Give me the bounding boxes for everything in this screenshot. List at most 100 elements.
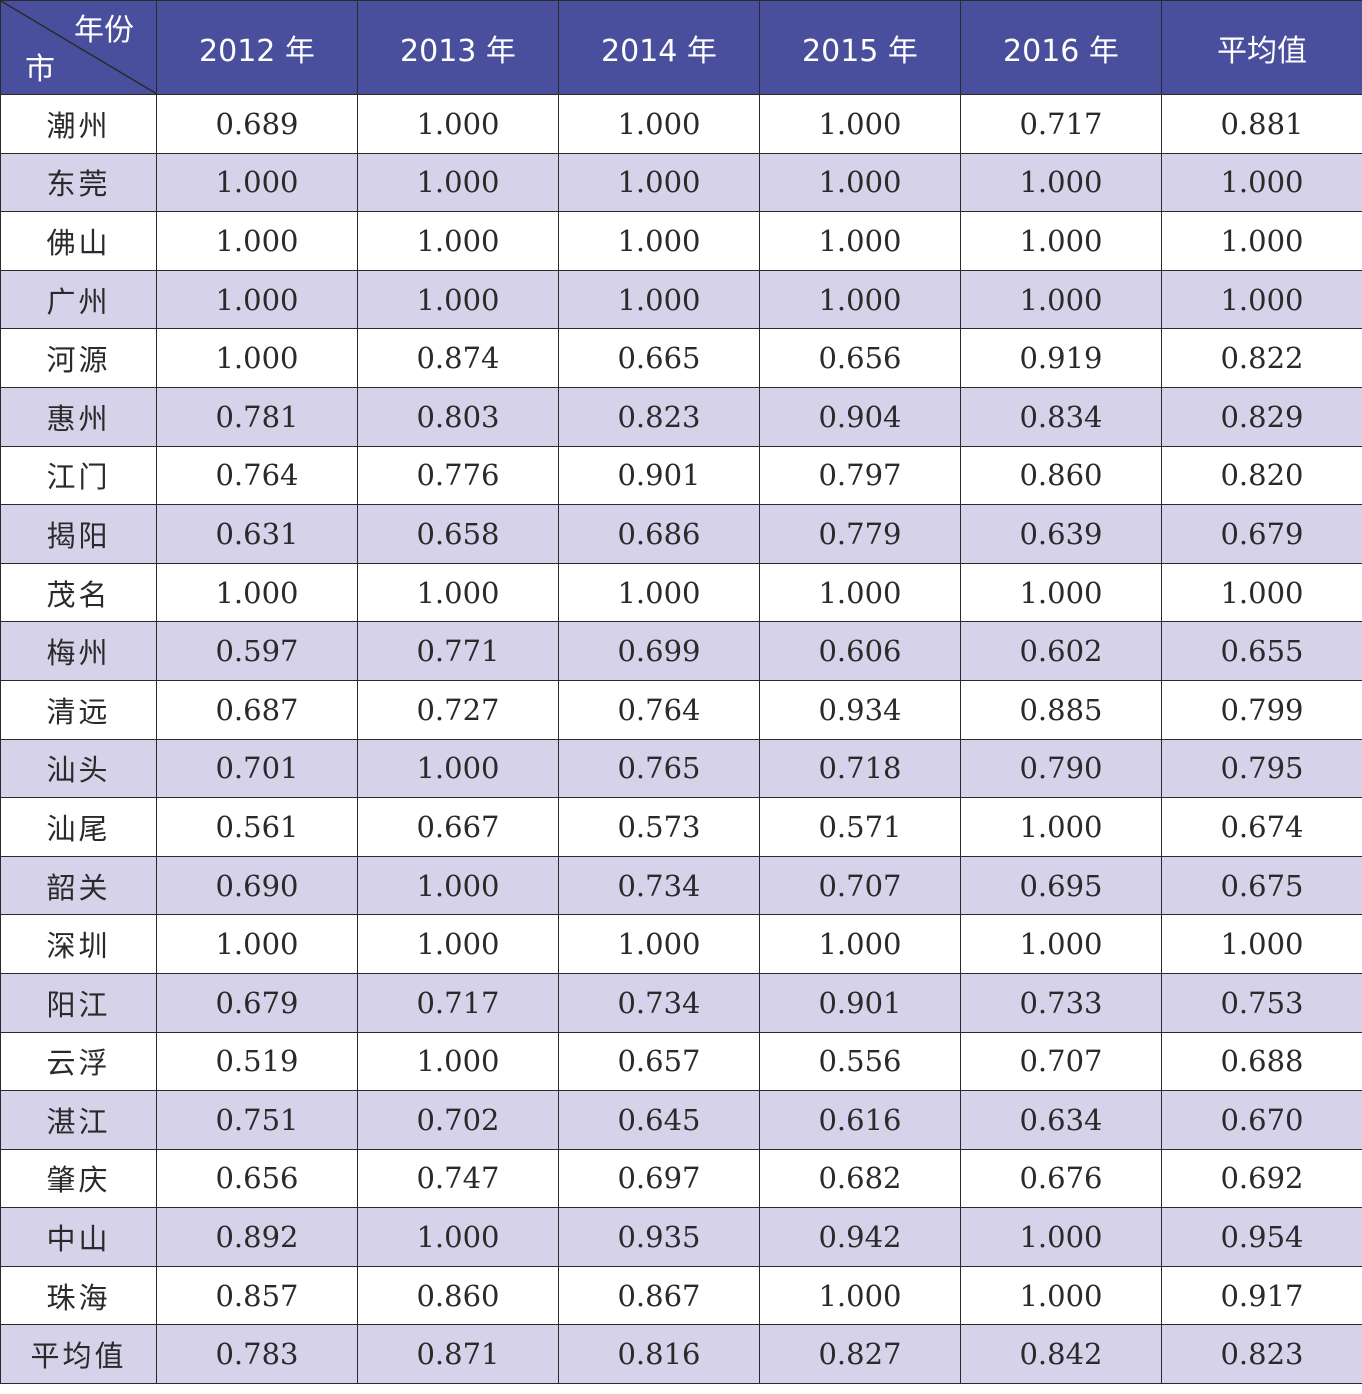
value-cell: 0.799: [1161, 679, 1362, 740]
value-cell: 0.616: [759, 1090, 961, 1150]
value-cell: 0.727: [357, 679, 559, 740]
value-cell: 0.765: [558, 738, 760, 799]
table-row: 平均值 0.783 0.871 0.816 0.827 0.842 0.823: [0, 1324, 1362, 1385]
value-cell: 0.885: [960, 679, 1162, 740]
value-cell: 0.707: [960, 1031, 1162, 1092]
value-cell: 0.690: [156, 855, 358, 916]
value-cell: 0.676: [960, 1148, 1162, 1209]
city-cell: 汕尾: [0, 797, 157, 857]
value-cell: 0.699: [558, 621, 760, 681]
table-row: 潮州 0.689 1.000 1.000 1.000 0.717 0.881: [0, 94, 1362, 154]
city-cell: 肇庆: [0, 1148, 157, 1209]
value-cell: 0.631: [156, 504, 358, 564]
value-cell: 0.602: [960, 621, 1162, 681]
column-header: 平均值: [1161, 0, 1362, 95]
city-cell: 珠海: [0, 1265, 157, 1326]
value-cell: 1.000: [1161, 914, 1362, 974]
value-cell: 1.000: [558, 94, 760, 154]
value-cell: 0.657: [558, 1031, 760, 1092]
value-cell: 0.697: [558, 1148, 760, 1209]
value-cell: 0.707: [759, 855, 961, 916]
value-cell: 0.519: [156, 1031, 358, 1092]
table-row: 江门 0.764 0.776 0.901 0.797 0.860 0.820: [0, 445, 1362, 506]
value-cell: 1.000: [357, 1031, 559, 1092]
value-cell: 1.000: [960, 152, 1162, 213]
value-cell: 1.000: [357, 855, 559, 916]
diagonal-divider: [1, 1, 157, 94]
table-row: 汕头 0.701 1.000 0.765 0.718 0.790 0.795: [0, 738, 1362, 799]
city-cell: 江门: [0, 445, 157, 506]
value-cell: 0.871: [357, 1324, 559, 1385]
value-cell: 0.904: [759, 386, 961, 447]
value-cell: 0.675: [1161, 855, 1362, 916]
city-cell: 深圳: [0, 914, 157, 974]
value-cell: 1.000: [759, 1265, 961, 1326]
value-cell: 0.573: [558, 797, 760, 857]
value-cell: 0.867: [558, 1265, 760, 1326]
value-cell: 0.764: [558, 679, 760, 740]
value-cell: 1.000: [1161, 152, 1362, 213]
value-cell: 0.606: [759, 621, 961, 681]
value-cell: 0.597: [156, 621, 358, 681]
value-cell: 1.000: [960, 269, 1162, 330]
value-cell: 0.561: [156, 797, 358, 857]
column-header: 2016 年: [960, 0, 1162, 95]
value-cell: 1.000: [960, 914, 1162, 974]
table-row: 广州 1.000 1.000 1.000 1.000 1.000 1.000: [0, 269, 1362, 330]
value-cell: 0.764: [156, 445, 358, 506]
corner-header-cell: 年份 市: [0, 0, 157, 95]
value-cell: 0.656: [156, 1148, 358, 1209]
city-cell: 中山: [0, 1207, 157, 1267]
city-cell: 韶关: [0, 855, 157, 916]
table-row: 清远 0.687 0.727 0.764 0.934 0.885 0.799: [0, 679, 1362, 740]
value-cell: 1.000: [960, 562, 1162, 623]
value-cell: 1.000: [357, 914, 559, 974]
table-row: 梅州 0.597 0.771 0.699 0.606 0.602 0.655: [0, 621, 1362, 681]
value-cell: 0.892: [156, 1207, 358, 1267]
value-cell: 1.000: [357, 94, 559, 154]
value-cell: 0.820: [1161, 445, 1362, 506]
column-header: 2015 年: [759, 0, 961, 95]
value-cell: 1.000: [558, 211, 760, 271]
table-row: 佛山 1.000 1.000 1.000 1.000 1.000 1.000: [0, 211, 1362, 271]
value-cell: 0.702: [357, 1090, 559, 1150]
value-cell: 0.822: [1161, 328, 1362, 388]
value-cell: 1.000: [357, 562, 559, 623]
city-cell: 惠州: [0, 386, 157, 447]
value-cell: 1.000: [759, 211, 961, 271]
value-cell: 1.000: [558, 562, 760, 623]
table-row: 云浮 0.519 1.000 0.657 0.556 0.707 0.688: [0, 1031, 1362, 1092]
value-cell: 1.000: [1161, 211, 1362, 271]
value-cell: 1.000: [960, 1265, 1162, 1326]
table-row: 河源 1.000 0.874 0.665 0.656 0.919 0.822: [0, 328, 1362, 388]
value-cell: 0.682: [759, 1148, 961, 1209]
value-cell: 1.000: [1161, 562, 1362, 623]
city-cell: 揭阳: [0, 504, 157, 564]
value-cell: 0.827: [759, 1324, 961, 1385]
city-cell: 佛山: [0, 211, 157, 271]
value-cell: 0.783: [156, 1324, 358, 1385]
city-cell: 云浮: [0, 1031, 157, 1092]
value-cell: 0.919: [960, 328, 1162, 388]
value-cell: 1.000: [156, 211, 358, 271]
value-cell: 0.734: [558, 855, 760, 916]
value-cell: 0.674: [1161, 797, 1362, 857]
value-cell: 0.692: [1161, 1148, 1362, 1209]
value-cell: 1.000: [558, 269, 760, 330]
value-cell: 1.000: [156, 914, 358, 974]
value-cell: 1.000: [357, 152, 559, 213]
value-cell: 0.753: [1161, 972, 1362, 1033]
value-cell: 0.733: [960, 972, 1162, 1033]
value-cell: 1.000: [357, 269, 559, 330]
value-cell: 0.658: [357, 504, 559, 564]
value-cell: 0.834: [960, 386, 1162, 447]
value-cell: 1.000: [759, 94, 961, 154]
value-cell: 1.000: [156, 152, 358, 213]
value-cell: 1.000: [156, 269, 358, 330]
value-cell: 0.747: [357, 1148, 559, 1209]
value-cell: 0.718: [759, 738, 961, 799]
corner-year-label: 年份: [74, 13, 134, 48]
value-cell: 0.917: [1161, 1265, 1362, 1326]
value-cell: 0.874: [357, 328, 559, 388]
